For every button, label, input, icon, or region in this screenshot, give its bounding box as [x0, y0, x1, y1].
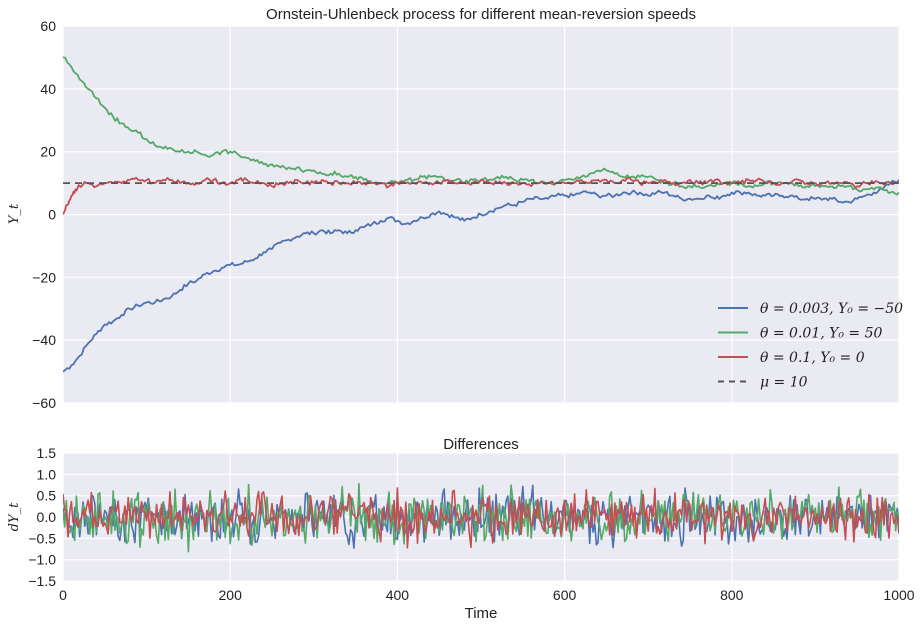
bottom-y-tick-label: 0.0: [37, 509, 57, 525]
top-series-lines: [63, 56, 899, 373]
top-axes: −60 −40 −20 0 20 40 60 Ornstein-Uhlenbeck proc…: [7, 6, 903, 411]
bottom-y-tick-label: −0.5: [28, 530, 56, 546]
bottom-x-tick-label: 400: [386, 587, 410, 603]
bottom-x-tick-labels: 0 200 400 600 800 1000: [59, 587, 915, 603]
top-series-line-2: [63, 176, 899, 215]
top-grid: [62, 25, 900, 404]
bottom-x-tick-label: 1000: [883, 587, 914, 603]
top-y-tick-label: −60: [32, 395, 56, 411]
bottom-y-tick-label: −1.0: [28, 552, 56, 568]
bottom-y-tick-label: −1.5: [28, 573, 56, 589]
bottom-y-tick-label: 0.5: [37, 488, 57, 504]
top-y-tick-label: 0: [48, 207, 56, 223]
legend-label-1: θ = 0.01, Y₀ = 50: [760, 326, 883, 342]
bottom-series-lines: [63, 482, 899, 553]
bottom-chart-title: Differences: [443, 436, 519, 453]
legend-label-2: θ = 0.1, Y₀ = 0: [760, 350, 865, 366]
top-y-tick-label: −20: [32, 269, 56, 285]
legend: θ = 0.003, Y₀ = −50 θ = 0.01, Y₀ = 50 θ = …: [718, 301, 903, 391]
bottom-y-tick-label: 1.0: [37, 466, 57, 482]
bottom-y-tick-label: 1.5: [37, 445, 57, 461]
top-y-tick-label: 40: [40, 81, 56, 97]
bottom-y-axis-label: dY_t: [7, 502, 22, 531]
bottom-series-line-0: [63, 484, 899, 549]
top-y-tick-labels: −60 −40 −20 0 20 40 60: [32, 18, 56, 411]
legend-label-0: θ = 0.003, Y₀ = −50: [760, 301, 903, 317]
bottom-y-tick-labels: −1.5 −1.0 −0.5 0.0 0.5 1.0 1.5: [28, 445, 56, 589]
top-y-tick-label: −40: [32, 332, 56, 348]
top-chart-title: Ornstein-Uhlenbeck process for different…: [266, 6, 696, 23]
legend-label-3: μ = 10: [760, 375, 808, 391]
bottom-x-tick-label: 800: [720, 587, 744, 603]
bottom-x-tick-label: 0: [59, 587, 67, 603]
bottom-x-tick-label: 600: [553, 587, 577, 603]
bottom-x-tick-label: 200: [219, 587, 243, 603]
top-y-tick-label: 20: [40, 144, 56, 160]
bottom-axes: −1.5 −1.0 −0.5 0.0 0.5 1.0 1.5 0 200 400 600 800 10…: [7, 436, 915, 622]
top-y-tick-label: 60: [40, 18, 56, 34]
top-y-axis-label: Y_t: [7, 203, 22, 224]
top-series-line-0: [63, 179, 899, 373]
bottom-series-line-2: [63, 487, 899, 549]
x-axis-label: Time: [465, 605, 498, 622]
